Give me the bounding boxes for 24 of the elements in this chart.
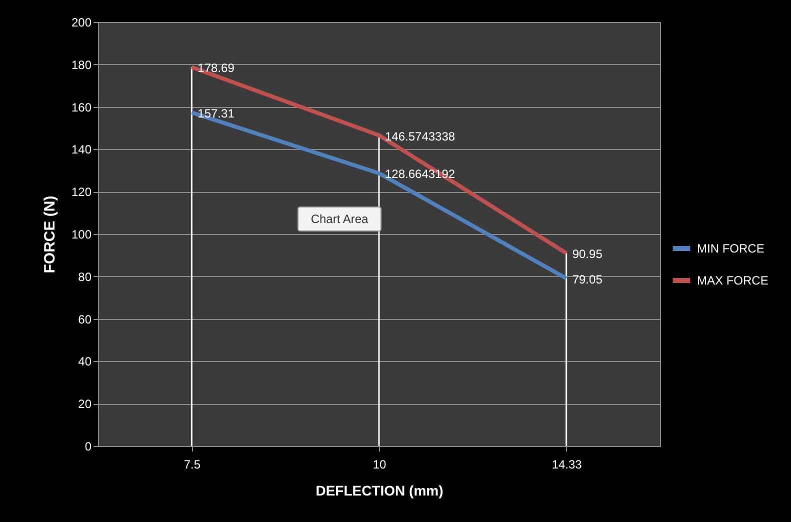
y-tick-label: 0 bbox=[84, 440, 92, 454]
y-tick-label: 100 bbox=[71, 228, 92, 242]
x-tick-label: 14.33 bbox=[552, 458, 582, 472]
y-tick-label: 80 bbox=[78, 270, 92, 284]
data-label: 146.5743338 bbox=[385, 129, 456, 144]
y-tick-label: 60 bbox=[78, 312, 92, 326]
y-tick-label: 160 bbox=[71, 100, 92, 114]
data-label: 90.95 bbox=[572, 247, 603, 262]
x-axis-title: DEFLECTION (mm) bbox=[316, 482, 444, 498]
x-tick-label: 10 bbox=[372, 458, 386, 472]
y-tick-label: 200 bbox=[71, 16, 92, 30]
data-label: 178.69 bbox=[198, 61, 235, 76]
legend-label: MAX FORCE bbox=[697, 274, 768, 288]
y-tick-label: 120 bbox=[71, 185, 92, 200]
y-tick-label: 20 bbox=[78, 397, 92, 412]
data-label: 157.31 bbox=[198, 106, 235, 121]
legend-label: MIN FORCE bbox=[697, 242, 764, 256]
y-axis-title: FORCE (N) bbox=[41, 196, 58, 274]
y-tick-label: 40 bbox=[78, 354, 92, 369]
annotation: Chart Area bbox=[310, 212, 368, 226]
data-label: 79.05 bbox=[572, 272, 603, 286]
y-tick-label: 140 bbox=[71, 142, 92, 157]
y-tick-label: 180 bbox=[71, 58, 92, 72]
x-tick-label: 7.5 bbox=[184, 458, 201, 472]
